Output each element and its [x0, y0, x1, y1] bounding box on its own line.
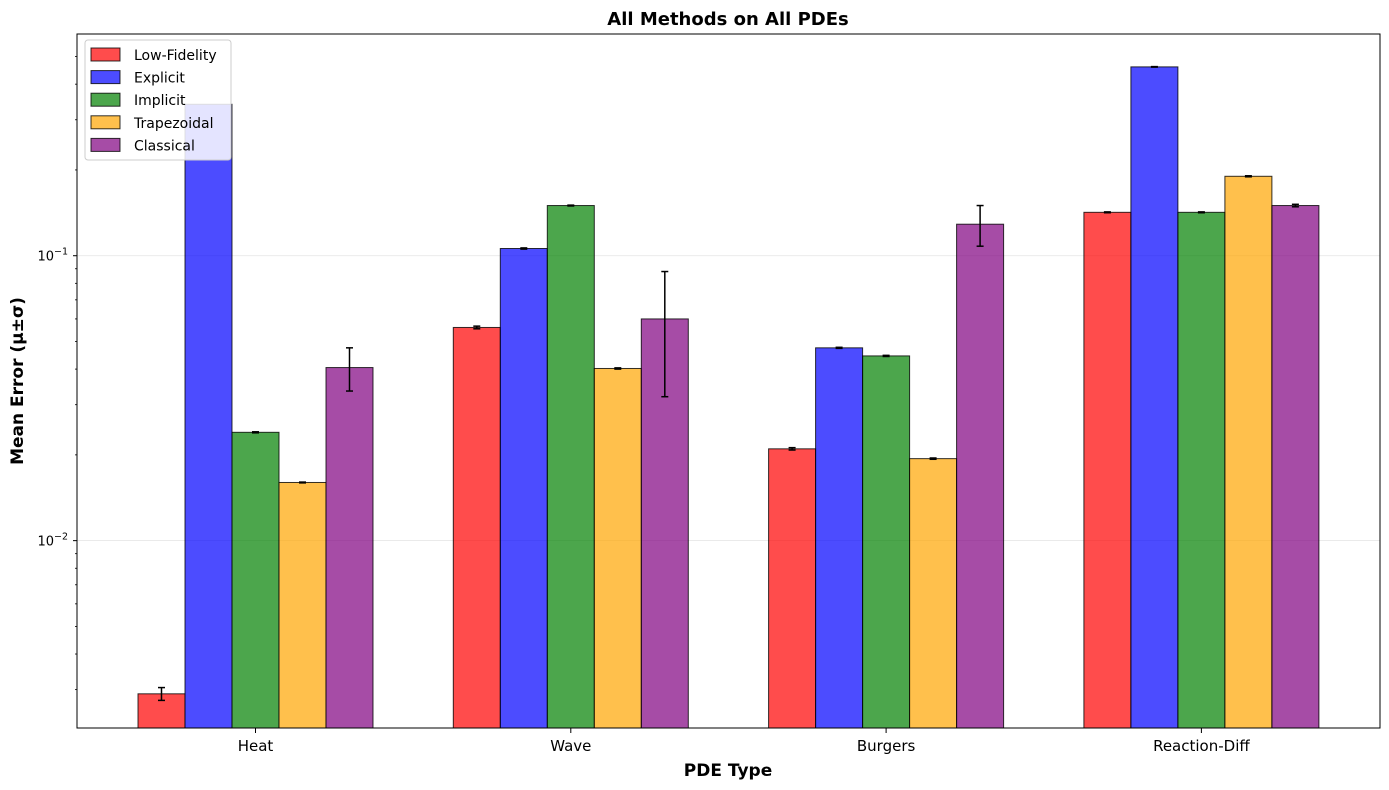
legend-item-low-fidelity: Low-Fidelity	[90, 47, 217, 64]
bar-heat-classical	[325, 367, 374, 729]
bars	[137, 66, 1320, 729]
error-bar-wave-implicit	[567, 204, 575, 207]
y-axis-label: Mean Error (μ±σ)	[8, 297, 28, 465]
bar-wave-explicit	[499, 248, 548, 729]
error-bar-heat-trapezoidal	[299, 481, 306, 484]
legend-frame	[84, 39, 232, 161]
x-axis-label: PDE Type	[684, 761, 772, 781]
error-bar-heat-implicit	[252, 431, 259, 434]
legend-item-explicit: Explicit	[90, 70, 185, 87]
error-bar-burgers-trapezoidal	[929, 457, 937, 461]
bar-heat-explicit	[184, 103, 233, 729]
x-tick-label-burgers: Burgers	[857, 737, 916, 755]
chart-title: All Methods on All PDEs	[607, 9, 848, 30]
x-tick-label-heat: Heat	[238, 737, 274, 755]
bar-burgers-explicit	[815, 347, 864, 729]
legend-item-classical: Classical	[90, 137, 195, 154]
bar-reaction-diff-trapezoidal	[1224, 175, 1273, 729]
bar-burgers-trapezoidal	[909, 458, 958, 729]
x-tick-label-wave: Wave	[550, 737, 591, 755]
x-tick-label-reaction-diff: Reaction-Diff	[1153, 737, 1250, 755]
error-bar-wave-explicit	[520, 247, 528, 250]
error-bar-burgers-classical	[976, 204, 984, 247]
error-bar-reaction-diff-low-fidelity	[1103, 211, 1111, 214]
bar-wave-trapezoidal	[593, 367, 642, 729]
legend-swatch	[90, 70, 121, 85]
legend-item-trapezoidal: Trapezoidal	[90, 115, 214, 132]
error-bar-reaction-diff-trapezoidal	[1244, 175, 1252, 178]
legend-swatch	[90, 47, 121, 62]
bar-wave-implicit	[546, 205, 595, 729]
error-bar-burgers-explicit	[835, 346, 843, 350]
bar-reaction-diff-implicit	[1177, 211, 1226, 729]
error-bar-burgers-low-fidelity	[788, 446, 796, 451]
legend-label: Implicit	[134, 93, 186, 109]
legend-swatch	[90, 92, 121, 107]
bar-heat-trapezoidal	[278, 481, 327, 729]
error-bar-wave-classical	[661, 270, 669, 398]
bar-burgers-implicit	[862, 355, 911, 729]
legend-item-implicit: Implicit	[90, 92, 186, 109]
legend-swatch	[90, 115, 121, 130]
legend-swatch	[90, 137, 121, 152]
x-axis-ticks: Heat Wave Burgers Reaction-Diff	[238, 728, 1250, 755]
error-bar-reaction-diff-classical	[1291, 203, 1299, 208]
bar-reaction-diff-classical	[1271, 205, 1320, 729]
error-bar-wave-trapezoidal	[614, 367, 622, 370]
error-bar-reaction-diff-explicit	[1150, 65, 1158, 68]
bar-reaction-diff-low-fidelity	[1083, 211, 1132, 729]
legend-label: Classical	[134, 138, 195, 154]
legend-label: Low-Fidelity	[134, 48, 217, 64]
legend: Low-Fidelity Explicit Implicit Trapezoidal C…	[84, 39, 232, 161]
error-bar-burgers-implicit	[882, 354, 890, 358]
y-tick-label: 10−2	[37, 532, 68, 550]
legend-label: Trapezoidal	[133, 116, 214, 132]
error-bar-heat-low-fidelity	[158, 686, 165, 702]
y-tick-label: 10−1	[37, 247, 68, 265]
error-bar-heat-classical	[346, 347, 353, 392]
y-axis-ticks: 10−2 10−1	[37, 56, 77, 691]
error-bar-wave-low-fidelity	[473, 325, 481, 330]
legend-label: Explicit	[134, 71, 185, 87]
bar-burgers-classical	[956, 223, 1005, 729]
error-bar-reaction-diff-implicit	[1197, 211, 1205, 214]
plot-frame	[76, 33, 1381, 729]
bar-heat-implicit	[231, 431, 280, 729]
bar-reaction-diff-explicit	[1130, 66, 1179, 729]
bar-burgers-low-fidelity	[768, 448, 817, 729]
bar-wave-low-fidelity	[452, 326, 501, 729]
error-bars	[158, 65, 1299, 702]
